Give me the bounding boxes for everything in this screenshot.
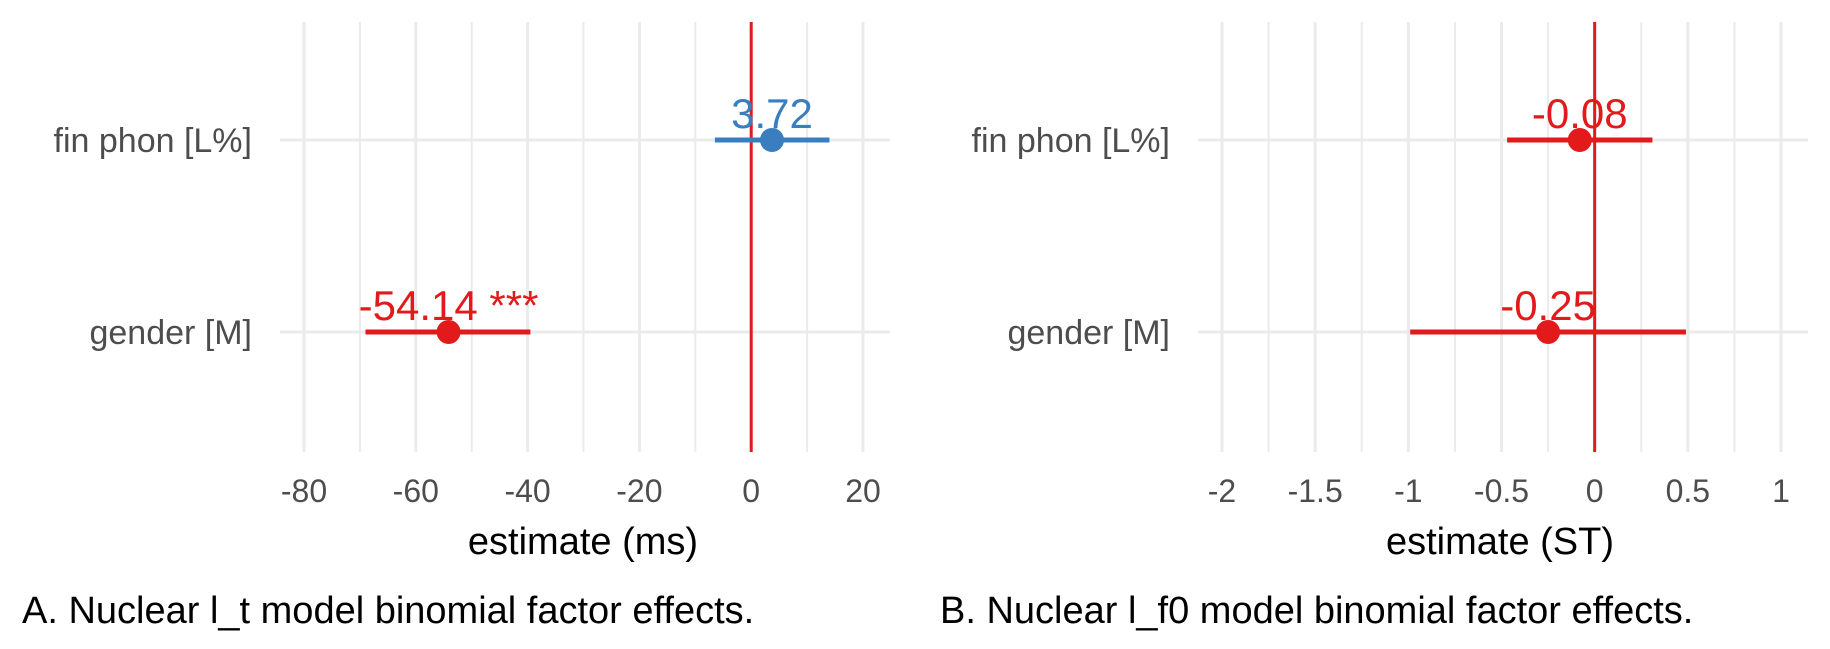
- chart-a-estimate-point: [759, 128, 784, 152]
- chart-b-x-tick-label: -0.5: [1474, 473, 1529, 509]
- chart-a-x-axis-title: estimate (ms): [468, 521, 698, 563]
- chart-a-x-tick-label: 0: [742, 473, 760, 509]
- chart-b-x-tick-label: 1: [1772, 473, 1790, 509]
- chart-b-estimate-label: -0.25: [1500, 282, 1596, 329]
- chart-b-estimate-point: [1536, 320, 1561, 344]
- chart-b-x-tick-label: 0.5: [1666, 473, 1710, 509]
- chart-b-y-term-label: fin phon [L%]: [972, 122, 1170, 160]
- chart-a-x-tick-label: -60: [393, 473, 439, 509]
- chart-a-x-tick-label: 20: [845, 473, 881, 509]
- chart-b-x-tick-label: -2: [1208, 473, 1236, 509]
- chart-b-caption: B. Nuclear l_f0 model binomial factor ef…: [940, 590, 1694, 632]
- chart-a-x-tick-label: -40: [504, 473, 550, 509]
- chart-b-x-axis-title: estimate (ST): [1386, 521, 1614, 563]
- chart-a-estimate-label: 3.72: [731, 90, 813, 137]
- chart-b-x-tick-label: -1: [1394, 473, 1422, 509]
- chart-a: -80 -60 -40 -20 0 20 fin phon [L%] gender [M] 3.…: [54, 22, 890, 563]
- chart-b-y-term-label: gender [M]: [1007, 314, 1170, 352]
- chart-a-y-term-label: fin phon [L%]: [54, 122, 252, 160]
- chart-b-estimate-point: [1567, 128, 1592, 152]
- chart-b-estimate-label: -0.08: [1532, 90, 1628, 137]
- chart-a-estimate-point: [436, 320, 461, 344]
- chart-b-x-tick-label: 0: [1586, 473, 1604, 509]
- chart-a-y-term-label: gender [M]: [89, 314, 252, 352]
- chart-a-caption: A. Nuclear l_t model binomial factor eff…: [22, 590, 755, 632]
- chart-b-x-tick-label: -1.5: [1288, 473, 1343, 509]
- chart-a-estimate-label: -54.14 ***: [359, 282, 539, 329]
- chart-b: -2 -1.5 -1 -0.5 0 0.5 1 fin phon [L%] gender [M]…: [972, 22, 1808, 563]
- chart-a-x-tick-label: -20: [616, 473, 662, 509]
- chart-a-x-tick-label: -80: [281, 473, 327, 509]
